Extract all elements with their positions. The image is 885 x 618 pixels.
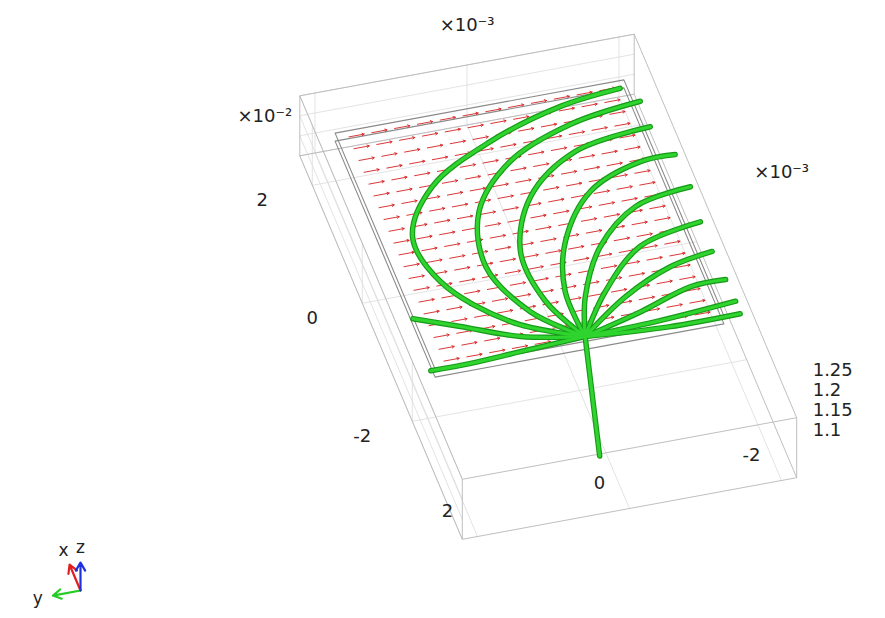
svg-text:2: 2 (257, 189, 268, 210)
svg-text:0: 0 (594, 472, 605, 493)
svg-text:-2: -2 (353, 425, 371, 446)
svg-text:-2: -2 (743, 444, 761, 465)
svg-text:1.25: 1.25 (813, 359, 853, 380)
svg-text:1.2: 1.2 (813, 379, 842, 400)
svg-text:x: x (59, 540, 69, 560)
svg-text:z: z (76, 537, 85, 557)
svg-text:×10⁻²: ×10⁻² (237, 105, 292, 126)
svg-text:0: 0 (307, 307, 318, 328)
svg-text:×10⁻³: ×10⁻³ (440, 14, 495, 35)
svg-text:×10⁻³: ×10⁻³ (754, 161, 809, 182)
svg-text:1.15: 1.15 (813, 399, 853, 420)
svg-text:2: 2 (442, 500, 453, 521)
svg-text:y: y (33, 588, 43, 608)
svg-text:1.1: 1.1 (813, 419, 842, 440)
